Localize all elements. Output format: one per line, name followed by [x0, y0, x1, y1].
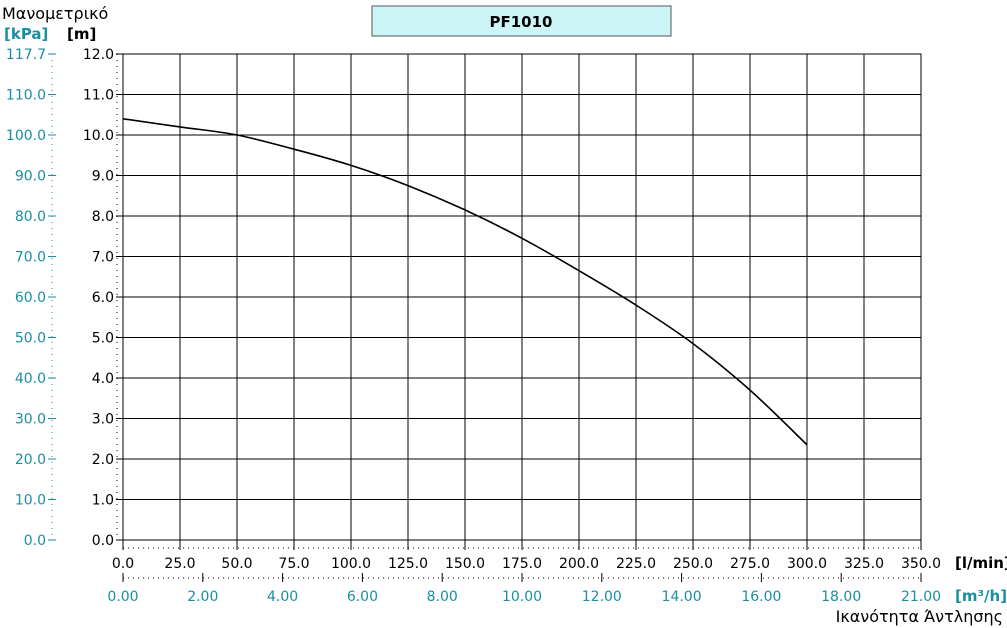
y-tick-label-m: 4.0: [92, 371, 114, 387]
y-tick-label-m: 11.0: [83, 88, 114, 104]
x-tick-label-lmin: 25.0: [164, 556, 195, 572]
x-unit-lmin: [l/min]: [955, 554, 1007, 572]
pump-curve-line: [122, 118, 808, 446]
x-tick-label-lmin: 250.0: [673, 556, 713, 572]
y-tick-label-kpa: 20.0: [15, 452, 46, 468]
y-tick-label-m: 2.0: [92, 452, 114, 468]
y-tick-label-m: 6.0: [92, 290, 114, 306]
x-tick-label-m3h: 4.00: [267, 589, 298, 605]
y-unit-m: [m]: [67, 25, 96, 43]
x-tick-label-lmin: 150.0: [445, 556, 485, 572]
y-tick-label-m: 5.0: [92, 331, 114, 347]
y-tick-label-kpa: 0.0: [24, 533, 46, 549]
x-tick-label-m3h: 10.00: [502, 589, 542, 605]
x-tick-label-lmin: 300.0: [787, 556, 827, 572]
y-tick-label-m: 1.0: [92, 493, 114, 509]
x-tick-label-m3h: 6.00: [347, 589, 378, 605]
x-tick-label-lmin: 100.0: [331, 556, 371, 572]
y-tick-label-kpa: 60.0: [15, 290, 46, 306]
x-tick-label-lmin: 325.0: [844, 556, 884, 572]
y-tick-label-kpa: 10.0: [15, 493, 46, 509]
x-axis-title: Ικανότητα Άντλησης: [836, 607, 1003, 626]
y-tick-label-kpa: 100.0: [6, 128, 46, 144]
x-tick-label-m3h: 14.00: [662, 589, 702, 605]
x-tick-label-m3h: 2.00: [187, 589, 218, 605]
y-tick-label-kpa: 110.0: [6, 88, 46, 104]
y-tick-label-kpa: 30.0: [15, 412, 46, 428]
x-tick-label-lmin: 125.0: [388, 556, 428, 572]
x-tick-label-lmin: 175.0: [502, 556, 542, 572]
x-tick-label-m3h: 8.00: [427, 589, 458, 605]
y-tick-label-m: 0.0: [92, 533, 114, 549]
y-tick-label-m: 7.0: [92, 250, 114, 266]
x-unit-m3h: [m³/h]: [955, 587, 1007, 605]
y-tick-label-kpa: 70.0: [15, 250, 46, 266]
x-tick-label-lmin: 275.0: [730, 556, 770, 572]
x-tick-label-m3h: 16.00: [741, 589, 781, 605]
y-tick-label-m: 3.0: [92, 412, 114, 428]
chart-title-box: [371, 5, 672, 37]
x-tick-label-m3h: 21.00: [901, 589, 941, 605]
y-unit-kpa: [kPa]: [4, 25, 48, 43]
x-tick-label-m3h: 12.00: [582, 589, 622, 605]
x-tick-label-m3h: 0.00: [107, 589, 138, 605]
y-axis-title: Μανομετρικό: [2, 4, 108, 23]
x-tick-label-m3h: 18.00: [821, 589, 861, 605]
x-tick-label-lmin: 200.0: [559, 556, 599, 572]
y-tick-label-kpa: 50.0: [15, 331, 46, 347]
y-tick-label-m: 9.0: [92, 169, 114, 185]
y-tick-label-m: 12.0: [83, 47, 114, 63]
y-tick-label-m: 8.0: [92, 209, 114, 225]
chart-title: PF1010: [490, 13, 553, 31]
y-tick-label-kpa: 117.7: [6, 47, 46, 63]
x-tick-label-lmin: 50.0: [221, 556, 252, 572]
x-tick-label-lmin: 75.0: [278, 556, 309, 572]
x-tick-label-lmin: 350.0: [901, 556, 941, 572]
y-tick-label-kpa: 90.0: [15, 169, 46, 185]
y-tick-label-m: 10.0: [83, 128, 114, 144]
x-tick-label-lmin: 225.0: [616, 556, 656, 572]
y-tick-label-kpa: 40.0: [15, 371, 46, 387]
y-tick-label-kpa: 80.0: [15, 209, 46, 225]
x-tick-label-lmin: 0.0: [112, 556, 134, 572]
